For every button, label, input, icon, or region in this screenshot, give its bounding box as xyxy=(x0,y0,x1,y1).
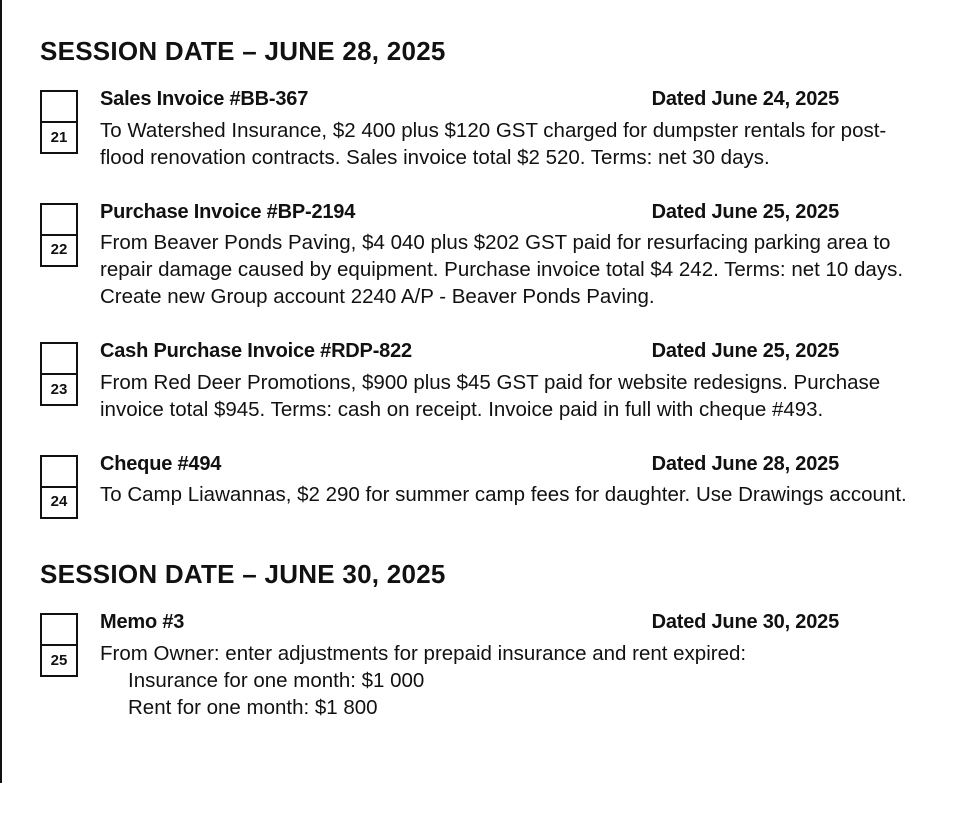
entry-subline: Insurance for one month: $1 000 xyxy=(128,667,919,694)
entry-body: Cash Purchase Invoice #RDP-822 Dated Jun… xyxy=(100,338,919,422)
entry: 24 Cheque #494 Dated June 28, 2025 To Ca… xyxy=(40,451,919,519)
entry-number-box: 23 xyxy=(40,342,78,406)
entry-title: Purchase Invoice #BP-2194 xyxy=(100,199,355,225)
numbox-top xyxy=(42,344,76,375)
entry-description: From Beaver Ponds Paving, $4 040 plus $2… xyxy=(100,229,919,310)
entry-title: Memo #3 xyxy=(100,609,184,635)
entry-dated: Dated June 25, 2025 xyxy=(652,338,839,364)
entry-number: 25 xyxy=(42,646,76,675)
entry: 25 Memo #3 Dated June 30, 2025 From Owne… xyxy=(40,609,919,721)
entry-dated: Dated June 25, 2025 xyxy=(652,199,839,225)
entry-dated: Dated June 24, 2025 xyxy=(652,86,839,112)
entry-header: Purchase Invoice #BP-2194 Dated June 25,… xyxy=(100,199,919,225)
entry-description-text: From Owner: enter adjustments for prepai… xyxy=(100,642,746,665)
entry: 22 Purchase Invoice #BP-2194 Dated June … xyxy=(40,199,919,311)
entry-number: 22 xyxy=(42,236,76,265)
entry-body: Cheque #494 Dated June 28, 2025 To Camp … xyxy=(100,451,919,508)
entry-description: From Red Deer Promotions, $900 plus $45 … xyxy=(100,369,919,423)
entry: 23 Cash Purchase Invoice #RDP-822 Dated … xyxy=(40,338,919,422)
entry-header: Cheque #494 Dated June 28, 2025 xyxy=(100,451,919,477)
entry-header: Sales Invoice #BB-367 Dated June 24, 202… xyxy=(100,86,919,112)
entry-title: Cheque #494 xyxy=(100,451,221,477)
numbox-top xyxy=(42,92,76,123)
session-heading: SESSION DATE – JUNE 28, 2025 xyxy=(40,34,919,68)
entry-sublines: Insurance for one month: $1 000 Rent for… xyxy=(128,667,919,721)
entry-dated: Dated June 28, 2025 xyxy=(652,451,839,477)
entry-number-box: 21 xyxy=(40,90,78,154)
entry-body: Sales Invoice #BB-367 Dated June 24, 202… xyxy=(100,86,919,170)
entry-number-box: 24 xyxy=(40,455,78,519)
entry-description: From Owner: enter adjustments for prepai… xyxy=(100,640,919,721)
entry-subline: Rent for one month: $1 800 xyxy=(128,694,919,721)
session-heading: SESSION DATE – JUNE 30, 2025 xyxy=(40,557,919,591)
entry-body: Memo #3 Dated June 30, 2025 From Owner: … xyxy=(100,609,919,721)
entry-header: Memo #3 Dated June 30, 2025 xyxy=(100,609,919,635)
entry-title: Cash Purchase Invoice #RDP-822 xyxy=(100,338,412,364)
entry-title: Sales Invoice #BB-367 xyxy=(100,86,308,112)
entry-number-box: 22 xyxy=(40,203,78,267)
entry-body: Purchase Invoice #BP-2194 Dated June 25,… xyxy=(100,199,919,311)
entry-number: 23 xyxy=(42,375,76,404)
entry-number-box: 25 xyxy=(40,613,78,677)
entry-description: To Watershed Insurance, $2 400 plus $120… xyxy=(100,117,919,171)
numbox-top xyxy=(42,205,76,236)
entry-number: 21 xyxy=(42,123,76,152)
entry-number: 24 xyxy=(42,488,76,517)
entry-dated: Dated June 30, 2025 xyxy=(652,609,839,635)
entry: 21 Sales Invoice #BB-367 Dated June 24, … xyxy=(40,86,919,170)
numbox-top xyxy=(42,615,76,646)
entry-description: To Camp Liawannas, $2 290 for summer cam… xyxy=(100,481,919,508)
numbox-top xyxy=(42,457,76,488)
entry-header: Cash Purchase Invoice #RDP-822 Dated Jun… xyxy=(100,338,919,364)
